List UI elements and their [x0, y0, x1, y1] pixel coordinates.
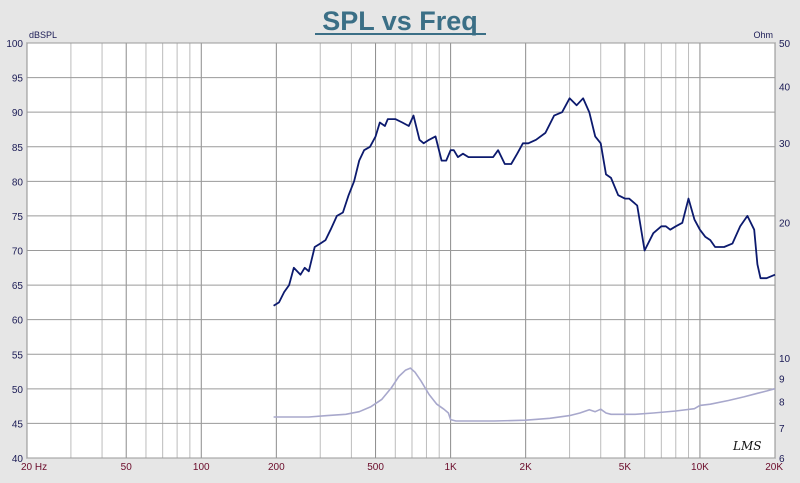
axis-labels: 100 95 90 85 80 75 70 65 60 55 50 45 40 50 40 30 20 10 9 8 7… — [6, 39, 790, 473]
signature: LMS — [732, 439, 761, 453]
y-right-tick-label: 8 — [779, 398, 785, 409]
y-left-tick-label: 65 — [12, 281, 24, 292]
grid — [26, 42, 776, 459]
x-tick-label: 100 — [193, 462, 210, 473]
y-left-tick-label: 75 — [12, 212, 24, 223]
series-layer — [273, 97, 776, 422]
right-axis-unit: Ohm — [753, 30, 773, 40]
chart-title: SPL vs Freq — [322, 6, 478, 36]
y-left-tick-label: 95 — [12, 74, 24, 85]
y-right-tick-label: 20 — [779, 218, 791, 229]
x-tick-label: 20 Hz — [21, 462, 47, 473]
y-right-tick-label: 6 — [779, 454, 785, 465]
x-tick-label: 10K — [691, 462, 709, 473]
y-right-tick-label: 30 — [779, 139, 791, 150]
x-tick-label: 1K — [444, 462, 457, 473]
y-left-tick-label: 70 — [12, 247, 24, 258]
spl-series-line — [273, 97, 776, 307]
x-tick-label: 500 — [367, 462, 384, 473]
y-left-tick-label: 55 — [12, 350, 24, 361]
x-tick-label: 2K — [520, 462, 533, 473]
left-axis-unit: dBSPL — [29, 30, 57, 40]
y-left-tick-label: 100 — [6, 39, 23, 50]
y-right-tick-label: 40 — [779, 83, 791, 94]
x-tick-label: 20K — [765, 462, 783, 473]
y-right-tick-label: 9 — [779, 375, 785, 386]
y-left-tick-label: 40 — [12, 454, 24, 465]
y-left-tick-label: 80 — [12, 177, 24, 188]
y-right-tick-label: 10 — [779, 354, 791, 365]
y-right-tick-label: 50 — [779, 39, 791, 50]
y-left-tick-label: 60 — [12, 316, 24, 327]
impedance-series-line — [273, 367, 776, 422]
y-left-tick-label: 90 — [12, 108, 24, 119]
x-tick-label: 50 — [121, 462, 133, 473]
y-right-tick-label: 7 — [779, 424, 785, 435]
y-left-tick-label: 45 — [12, 419, 24, 430]
x-tick-label: 5K — [619, 462, 632, 473]
y-left-tick-label: 85 — [12, 143, 24, 154]
y-left-tick-label: 50 — [12, 385, 24, 396]
x-tick-label: 200 — [268, 462, 285, 473]
